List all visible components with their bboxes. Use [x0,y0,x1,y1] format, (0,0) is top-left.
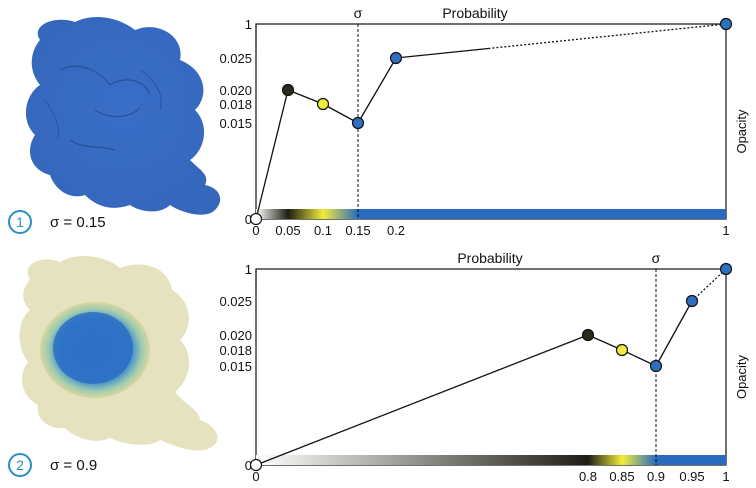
panel-badge-1-number: 1 [16,214,24,230]
control-point [249,212,263,226]
panel-badge-1 [8,210,32,234]
x-tick-label: 0.85 [609,469,634,484]
x-tick-label: 0.1 [314,223,332,238]
thumbnail-2 [19,255,218,451]
curve-segment [395,47,489,59]
blue-volume-blob-icon [25,16,221,215]
control-point [685,294,699,308]
control-point [581,328,595,342]
sigma-label-1: σ = 0.15 [50,214,106,231]
panel-2-label: 2 σ = 0.9 [8,453,97,477]
colormap-band [256,455,726,465]
y-axis-title: Opacity [734,109,749,154]
curve-segment [587,334,623,351]
control-point [719,262,733,276]
x-tick-label: 0.15 [345,223,370,238]
curve-segment [621,349,657,367]
sigma-marker: σ [354,5,363,21]
y-tick-label: 0.020 [219,83,252,98]
chart-frame [255,23,727,220]
curve-segment [287,89,324,105]
curve-segment-dotted [488,23,727,50]
curve-segment [655,300,693,367]
control-point [615,343,629,357]
curve-segment [357,57,397,124]
y-tick-label: 1 [245,262,252,277]
y-tick-label: 0.025 [219,51,252,66]
x-tick-label: 0.9 [647,469,665,484]
y-tick-label: 1 [245,17,252,32]
x-tick-label: 1 [722,469,729,484]
control-point [649,359,663,373]
y-tick-label: 0.025 [219,294,252,309]
control-point [281,83,295,97]
x-tick-label: 0.05 [275,223,300,238]
beige-volume-blob-icon [19,255,218,451]
control-point [719,17,733,31]
x-tick-label: 1 [722,223,729,238]
x-tick-label: 0 [252,223,259,238]
thumbnail-1 [25,16,221,215]
x-tick-label: 0.2 [387,223,405,238]
control-point [351,116,365,130]
control-point [389,51,403,65]
x-tick-label: 0.95 [679,469,704,484]
panel-1-label: 1 σ = 0.15 [8,210,106,234]
y-tick-label: 0.015 [219,116,252,131]
y-tick-label: 0.018 [219,343,252,358]
panel-badge-2 [8,453,32,477]
curve-segment [255,334,589,466]
y-axis-title: Opacity [734,354,749,399]
curve-segment [255,89,289,220]
sigma-label-2: σ = 0.9 [50,457,97,474]
y-tick-label: 0 [245,458,252,473]
y-tick-label: 0.015 [219,359,252,374]
x-axis-title: Probability [457,250,522,266]
curve-segment [322,103,359,124]
x-tick-label: 0.8 [579,469,597,484]
y-tick-label: 0.018 [219,97,252,112]
y-tick-label: 0 [245,212,252,227]
colormap-band [256,209,726,219]
x-axis-title: Probability [442,5,507,21]
sigma-marker: σ [652,250,661,266]
control-point [316,97,330,111]
curve-segment-dotted [691,268,727,302]
x-tick-label: 0 [252,469,259,484]
panel-badge-2-number: 2 [16,457,24,473]
control-point [249,458,263,472]
y-tick-label: 0.020 [219,328,252,343]
